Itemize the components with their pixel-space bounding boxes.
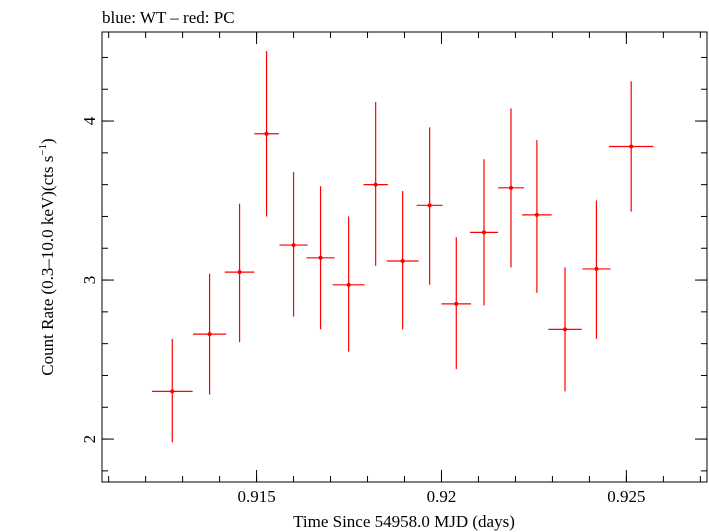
data-point <box>363 101 388 266</box>
x-tick-label: 0.925 <box>607 487 645 506</box>
y-tick-label: 3 <box>80 276 99 285</box>
data-marker <box>534 212 539 217</box>
data-series-pc <box>151 51 654 443</box>
data-marker <box>318 255 323 260</box>
data-point <box>548 267 582 392</box>
data-point <box>469 159 499 306</box>
data-point <box>306 186 335 330</box>
data-point <box>254 51 279 217</box>
y-axis-label-close: ) <box>38 138 57 144</box>
x-tick-label: 0.92 <box>427 487 457 506</box>
data-marker <box>509 185 514 190</box>
x-tick-label: 0.915 <box>237 487 275 506</box>
data-marker <box>373 182 378 187</box>
data-point <box>582 200 611 339</box>
data-point <box>441 237 472 370</box>
data-point <box>386 191 419 330</box>
tick-labels: 0.915 0.92 0.925 2 3 4 <box>80 116 646 506</box>
data-marker <box>170 389 175 394</box>
chart-title: blue: WT – red: PC <box>102 8 235 27</box>
data-marker <box>454 301 459 306</box>
data-marker <box>207 332 212 337</box>
data-point <box>332 216 365 352</box>
y-axis-label-main: Count Rate (0.3–10.0 keV)(cts s <box>38 156 57 376</box>
data-marker <box>562 327 567 332</box>
y-axis-label: Count Rate (0.3–10.0 keV)(cts s−1) <box>37 138 57 375</box>
data-marker <box>264 131 269 136</box>
data-point <box>192 273 227 395</box>
data-point <box>609 81 654 212</box>
data-marker <box>594 266 599 271</box>
data-marker <box>237 270 242 275</box>
y-axis-label-superscript: −1 <box>37 144 49 156</box>
data-point <box>224 203 255 343</box>
data-point <box>498 108 524 268</box>
data-point <box>522 140 552 293</box>
data-point <box>151 338 193 443</box>
data-marker <box>346 282 351 287</box>
data-point <box>279 171 308 317</box>
y-tick-label: 2 <box>80 435 99 444</box>
axis-ticks <box>102 32 707 482</box>
data-marker <box>482 230 487 235</box>
data-marker <box>629 144 634 149</box>
data-marker <box>427 203 432 208</box>
data-point <box>416 127 443 285</box>
x-axis-label: Time Since 54958.0 MJD (days) <box>293 512 515 531</box>
plot-frame <box>101 31 708 483</box>
data-marker <box>400 258 405 263</box>
data-marker <box>291 243 296 248</box>
y-tick-label: 4 <box>80 116 99 125</box>
